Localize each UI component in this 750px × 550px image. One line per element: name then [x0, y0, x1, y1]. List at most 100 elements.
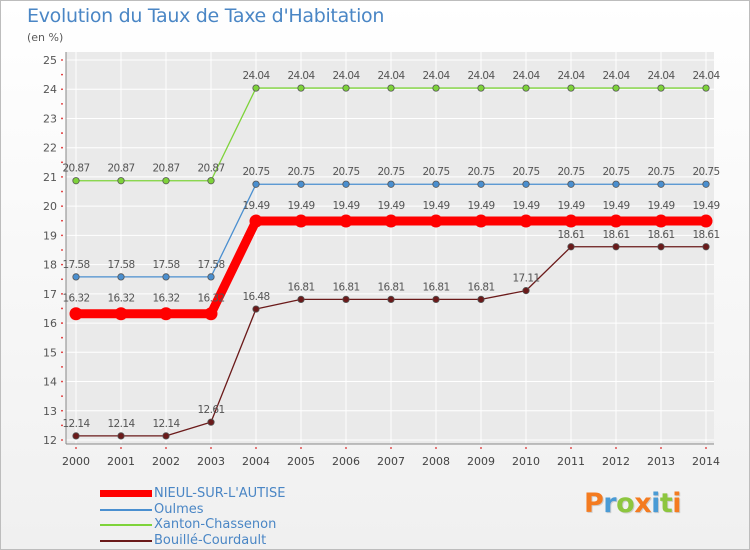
legend-item: Bouillé-Courdault [100, 533, 400, 549]
y-tick-label: 14 [43, 376, 57, 389]
data-label: 20.75 [377, 166, 404, 178]
x-minor-tick [345, 447, 347, 449]
x-tick-label: 2014 [692, 455, 720, 468]
data-point [252, 180, 260, 188]
x-minor-tick [615, 447, 617, 449]
data-point [612, 84, 620, 92]
data-label: 20.75 [422, 166, 449, 178]
y-axis-unit: (en %) [27, 31, 64, 44]
y-minor-tick [61, 117, 63, 120]
data-point [252, 305, 260, 313]
y-tick-label: 16 [43, 317, 57, 330]
x-minor-tick [435, 447, 437, 449]
legend-swatch [100, 524, 152, 526]
x-tick-label: 2001 [107, 455, 135, 468]
data-label: 19.49 [692, 200, 719, 212]
x-minor-tick [660, 447, 662, 449]
data-point [654, 214, 668, 228]
data-point [207, 177, 215, 185]
data-label: 20.87 [152, 163, 179, 175]
data-point [207, 418, 215, 426]
y-tick-label: 15 [43, 346, 57, 359]
data-label: 20.75 [287, 166, 314, 178]
data-label: 24.04 [332, 70, 360, 82]
data-label: 19.49 [377, 200, 404, 212]
data-label: 19.49 [602, 200, 629, 212]
logo-letter: i [651, 488, 660, 519]
data-label: 19.49 [287, 200, 314, 212]
data-label: 12.61 [197, 404, 224, 416]
data-point [702, 243, 710, 251]
y-minor-tick [61, 234, 63, 237]
data-point [567, 243, 575, 251]
legend-item: NIEUL-SUR-L'AUTISE [100, 486, 400, 502]
data-point [117, 177, 125, 185]
data-label: 20.87 [107, 163, 134, 175]
data-point [297, 180, 305, 188]
data-point [387, 84, 395, 92]
y-tick-label: 25 [43, 54, 57, 67]
chart-title: Evolution du Taux de Taxe d'Habitation [27, 5, 385, 27]
y-minor-tick [61, 307, 63, 310]
x-minor-tick [75, 447, 77, 449]
data-point [702, 84, 710, 92]
data-label: 19.49 [332, 200, 359, 212]
x-tick-label: 2012 [602, 455, 630, 468]
data-point [567, 84, 575, 92]
y-minor-tick [61, 366, 63, 368]
y-minor-tick [61, 395, 63, 398]
y-minor-tick [61, 219, 63, 222]
data-label: 16.32 [62, 293, 89, 305]
data-label: 24.04 [467, 70, 495, 82]
y-minor-tick [61, 59, 63, 61]
data-label: 17.11 [512, 273, 539, 285]
logo-letter: P [584, 488, 604, 519]
legend-item: Oulmes [100, 502, 400, 518]
data-label: 24.04 [557, 70, 585, 82]
data-point [609, 214, 623, 228]
x-tick-label: 2003 [197, 455, 225, 468]
data-label: 20.75 [467, 166, 494, 178]
data-point [432, 84, 440, 92]
logo-letter: x [634, 488, 652, 519]
y-tick-label: 21 [43, 171, 57, 184]
x-minor-tick [210, 447, 212, 449]
legend: NIEUL-SUR-L'AUTISE Oulmes Xanton-Chassen… [100, 486, 400, 548]
data-point [699, 214, 713, 228]
y-minor-tick [61, 439, 63, 441]
data-label: 20.87 [62, 163, 89, 175]
y-minor-tick [61, 380, 63, 383]
data-point [432, 295, 440, 303]
y-minor-tick [61, 322, 63, 324]
x-tick-label: 2008 [422, 455, 450, 468]
data-point [657, 84, 665, 92]
data-label: 19.49 [512, 200, 539, 212]
data-point [72, 432, 80, 440]
data-label: 24.04 [242, 70, 270, 82]
data-label: 17.58 [152, 259, 179, 271]
data-point [162, 177, 170, 185]
y-minor-tick [61, 132, 63, 134]
data-point [477, 84, 485, 92]
data-point [477, 180, 485, 188]
y-minor-tick [61, 88, 63, 91]
data-point [657, 180, 665, 188]
data-point [567, 180, 575, 188]
y-minor-tick [61, 351, 63, 354]
data-point [384, 214, 398, 228]
legend-item: Xanton-Chassenon [100, 517, 400, 533]
data-label: 20.75 [242, 166, 269, 178]
data-point [342, 84, 350, 92]
data-point [342, 295, 350, 303]
y-minor-tick [61, 102, 63, 105]
x-minor-tick [525, 447, 527, 449]
y-minor-tick [61, 292, 63, 295]
data-point [162, 273, 170, 281]
logo-letter: t [659, 488, 673, 519]
legend-label: Oulmes [154, 501, 204, 517]
x-minor-tick [120, 447, 122, 449]
x-tick-label: 2004 [242, 455, 270, 468]
y-tick-label: 18 [43, 259, 57, 272]
data-point [294, 214, 308, 228]
x-minor-tick [390, 447, 392, 449]
